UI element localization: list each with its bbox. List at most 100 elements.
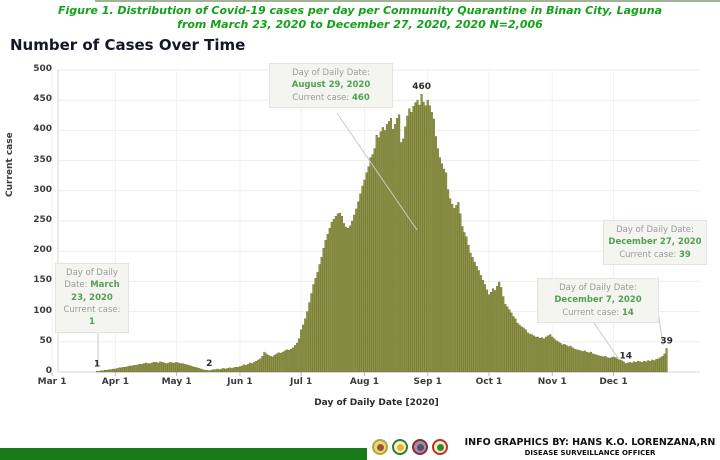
bar-day-16 xyxy=(128,365,131,373)
bar-day-76 xyxy=(251,363,254,373)
bar-day-242 xyxy=(590,351,593,373)
y-tick-label-200: 200 xyxy=(33,245,52,256)
annotation-date: December 7, 2020 xyxy=(554,295,642,306)
bar-day-117 xyxy=(334,215,337,373)
bar-day-186 xyxy=(475,266,478,373)
x-tick-label-aug-1: Aug 1 xyxy=(349,377,380,387)
y-tick-label-250: 250 xyxy=(33,215,52,225)
bar-day-237 xyxy=(579,350,582,373)
bar-day-155 xyxy=(412,106,415,373)
bar-day-270 xyxy=(647,360,650,373)
bar-day-248 xyxy=(602,356,605,373)
annotation-august-29: Day of Daily Date: August 29, 2020 Curre… xyxy=(269,63,393,108)
bar-day-148 xyxy=(398,114,401,373)
bar-day-214 xyxy=(532,335,535,373)
bar-day-136 xyxy=(373,148,376,373)
bar-day-212 xyxy=(528,333,531,373)
top-border-line xyxy=(95,0,720,2)
bar-day-103 xyxy=(306,311,309,373)
bar-day-113 xyxy=(326,234,329,373)
bar-day-31 xyxy=(159,361,162,373)
bar-day-77 xyxy=(253,362,256,373)
bar-day-260 xyxy=(626,362,629,373)
bar-day-228 xyxy=(561,344,564,373)
bar-day-234 xyxy=(573,348,576,373)
bar-day-215 xyxy=(534,336,537,373)
bar-day-37 xyxy=(171,362,174,373)
bar-day-254 xyxy=(614,357,617,373)
bar-day-277 xyxy=(661,356,664,373)
annotation-prefix: Day of Daily Date: xyxy=(292,68,370,78)
bar-day-83 xyxy=(265,353,268,373)
y-tick-label-150: 150 xyxy=(33,275,52,286)
footer: INFO GRAPHICS BY: HANS K.O. LORENZANA,RN… xyxy=(368,437,720,460)
bar-day-165 xyxy=(432,118,435,373)
bar-day-149 xyxy=(400,142,403,373)
x-tick-label-apr-1: Apr 1 xyxy=(101,377,129,387)
bar-day-200 xyxy=(504,304,507,373)
bar-day-106 xyxy=(312,284,315,373)
bar-day-250 xyxy=(606,357,609,373)
bar-day-221 xyxy=(547,335,550,373)
bar-day-161 xyxy=(424,105,427,373)
bar-day-9 xyxy=(114,368,117,373)
bar-day-124 xyxy=(349,225,352,373)
bar-day-66 xyxy=(230,368,233,373)
binan-city-seal-icon-core xyxy=(376,443,384,451)
data-label-39: 39 xyxy=(660,336,673,346)
bar-day-230 xyxy=(565,345,568,373)
bar-day-182 xyxy=(467,244,470,373)
data-label-460: 460 xyxy=(412,82,431,92)
bar-day-111 xyxy=(322,248,325,373)
city-health-seal-icon xyxy=(412,439,428,455)
bar-day-135 xyxy=(371,154,374,373)
annotation-case-label: Current case: xyxy=(63,304,121,315)
bar-day-137 xyxy=(375,135,378,373)
x-tick-label-nov-1: Nov 1 xyxy=(537,377,567,387)
officer-title: DISEASE SURVEILLANCE OFFICER xyxy=(524,449,656,457)
bar-day-116 xyxy=(332,219,335,373)
bar-day-112 xyxy=(324,240,327,373)
bar-day-187 xyxy=(477,270,480,373)
bar-day-263 xyxy=(632,361,635,373)
bar-day-169 xyxy=(440,163,444,373)
annotation-march-23: Day of Daily Date: March 23, 2020 Curren… xyxy=(55,263,129,333)
annotation-prefix: Day of Daily Date: xyxy=(64,268,118,291)
y-tick-label-50: 50 xyxy=(39,335,52,346)
bar-day-201 xyxy=(506,306,509,373)
bar-day-145 xyxy=(391,129,395,373)
annotation-case-value: 14 xyxy=(621,307,634,318)
bar-day-173 xyxy=(449,198,452,373)
quarantine-timeline: DATE 2020 ECQGCQMGCQMECQMGCQ xyxy=(0,410,720,426)
bar-day-220 xyxy=(545,336,548,373)
bar-day-28 xyxy=(153,362,156,373)
annotation-case-label: Current case: xyxy=(562,307,620,318)
bar-day-32 xyxy=(161,362,164,373)
bar-day-151 xyxy=(404,126,407,373)
bar-day-226 xyxy=(557,341,560,373)
bar-day-209 xyxy=(522,327,525,373)
bar-day-170 xyxy=(443,168,446,373)
callout-line-1 xyxy=(336,112,418,231)
bar-day-75 xyxy=(249,362,252,373)
bar-day-108 xyxy=(316,272,319,373)
bar-day-60 xyxy=(218,369,221,373)
annotation-prefix: Day of Daily Date: xyxy=(559,283,637,293)
x-tick-label-sep-1: Sep 1 xyxy=(413,377,442,387)
bar-day-268 xyxy=(643,360,646,373)
bar-day-267 xyxy=(641,362,644,373)
bar-day-18 xyxy=(132,365,135,373)
bar-day-194 xyxy=(492,288,495,373)
bar-day-120 xyxy=(340,215,344,373)
bar-day-40 xyxy=(177,362,180,373)
bar-day-179 xyxy=(461,226,464,373)
bar-day-166 xyxy=(434,136,437,373)
y-tick-label-350: 350 xyxy=(33,154,52,165)
bar-day-144 xyxy=(389,118,393,373)
data-label-1: 1 xyxy=(94,359,100,369)
bar-day-158 xyxy=(418,104,421,373)
bar-day-134 xyxy=(369,157,372,373)
x-tick-label-jun-1: Jun 1 xyxy=(227,377,253,387)
bar-day-147 xyxy=(396,118,399,373)
bar-day-184 xyxy=(471,257,474,373)
